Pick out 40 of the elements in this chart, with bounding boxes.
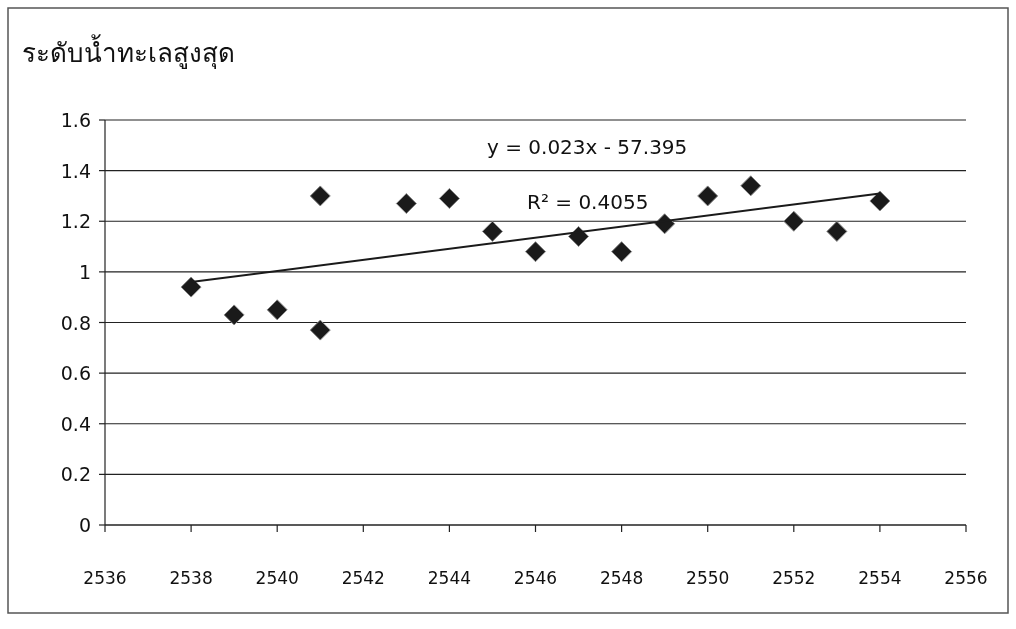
point [869,190,891,212]
point [568,225,590,247]
point [525,241,546,263]
point [697,185,719,207]
annotation: y = 0.023x - 57.395 [487,135,688,159]
x-tick-label: 2546 [513,568,558,588]
x-tick-label: 2550 [686,568,730,588]
y-tick-label: 1.6 [60,109,91,131]
point [740,175,762,197]
x-tick-label: 2542 [341,568,385,588]
x-tick-label: 2536 [83,568,127,588]
y-tick-label: 0 [78,514,91,536]
x-tick-label: 2544 [427,568,472,588]
annotation: R² = 0.4055 [527,190,649,214]
point [309,185,331,207]
y-tick-label: 0.6 [60,362,91,385]
point [223,304,245,326]
point [309,319,331,341]
chart-title: ระดับน้ำทะเลสูงสุด [22,34,235,69]
x-tick-label: 2552 [772,568,816,588]
x-tick-label: 2556 [944,568,988,588]
x-tick-label: 2548 [599,568,644,588]
x-tick-label: 2540 [255,568,299,588]
y-tick-label: 0.2 [60,463,91,486]
point [180,276,202,298]
point [481,220,503,242]
point [438,187,460,209]
point [266,299,288,321]
point [654,213,676,235]
point [611,241,633,263]
y-tick-label: 1.4 [60,159,91,182]
x-tick-label: 2538 [169,568,213,588]
point [395,193,417,215]
y-tick-label: 0.4 [60,412,91,435]
y-tick-label: 1.2 [60,210,91,233]
point [783,210,805,232]
y-tick-label: 1 [78,260,91,283]
x-tick-label: 2554 [858,568,902,588]
point [826,220,848,242]
y-tick-label: 0.8 [60,311,91,334]
